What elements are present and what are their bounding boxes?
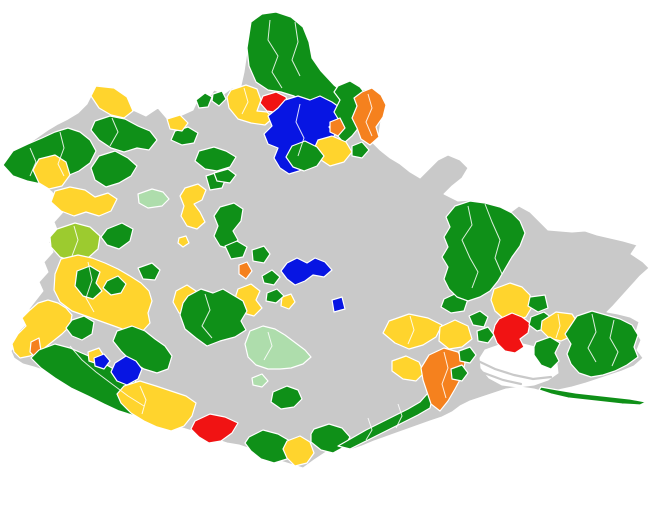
- municipal-border-4: [295, 103, 305, 157]
- region-central-green-mass: [179, 288, 248, 347]
- municipal-border-16: [555, 313, 561, 339]
- region-isthmus-yellow-1: [382, 313, 443, 350]
- region-west-yellow-tiny: [177, 235, 190, 248]
- municipal-border-15: [109, 117, 119, 147]
- region-south-palegreen-small: [251, 373, 269, 388]
- region-north-green-sliver-2: [211, 90, 227, 107]
- municipal-border-13: [29, 147, 37, 177]
- region-northwest-green-mid: [90, 150, 138, 188]
- region-mixe-green-mass: [441, 200, 526, 302]
- region-northeast-orange-small: [329, 117, 346, 137]
- municipal-border-12: [441, 351, 449, 399]
- region-center-green-bit1: [261, 269, 281, 286]
- region-northeast-orange: [351, 87, 387, 146]
- region-center-green-bit2: [265, 288, 285, 304]
- region-isthmus-yellow-2: [438, 319, 473, 350]
- municipal-border-3: [291, 21, 301, 77]
- sandbar-1: [464, 363, 523, 386]
- region-isthmus-green-3: [476, 326, 495, 344]
- region-south-yellow-coast: [282, 435, 315, 467]
- region-southwest-blue-small: [93, 353, 111, 370]
- region-north-green-sliver-1: [195, 92, 213, 109]
- region-isthmus-green-2: [468, 310, 489, 328]
- municipal-border-5: [587, 313, 597, 363]
- region-center-green-top1: [224, 240, 248, 260]
- region-northwest-green-low: [100, 222, 134, 250]
- municipal-border-7: [85, 261, 95, 313]
- municipal-border-9: [139, 385, 147, 415]
- region-south-green-isolated: [270, 385, 303, 410]
- municipal-border-22: [365, 93, 373, 137]
- region-southwest-green-in4: [65, 315, 95, 341]
- region-isthmus-green-5: [450, 364, 469, 382]
- municipal-border-10: [201, 293, 213, 339]
- region-east-green-mass: [564, 310, 639, 378]
- region-west-green-band: [194, 146, 237, 172]
- region-center-blue-small: [331, 296, 346, 313]
- municipal-border-18: [71, 225, 79, 257]
- region-isthmus-red: [492, 312, 531, 354]
- region-southwest-green-in1: [74, 265, 103, 300]
- region-southwest-green-in2: [102, 275, 127, 296]
- municipal-border-6: [609, 319, 619, 367]
- region-center-orange-tiny: [238, 261, 253, 280]
- region-west-yellow-cshape: [179, 183, 207, 230]
- region-central-palegreen: [244, 325, 312, 370]
- municipal-border-0: [461, 205, 479, 289]
- region-south-yellow-big: [116, 380, 197, 432]
- municipal-border-17: [263, 331, 273, 361]
- region-northwest-palegreen: [137, 188, 170, 209]
- region-isthmus-green-4: [458, 346, 477, 364]
- municipal-border-21: [241, 87, 249, 115]
- region-south-red-coast: [190, 413, 239, 444]
- region-lagoon-west-green: [533, 336, 561, 370]
- region-east-green-spit: [538, 386, 647, 406]
- region-center-green-top2: [251, 245, 271, 264]
- municipal-border-14: [57, 131, 65, 177]
- municipal-border-2: [267, 19, 283, 89]
- region-green-above-lagoon: [527, 294, 549, 313]
- municipal-border-19: [365, 417, 373, 441]
- region-northeast-green-sliver: [351, 141, 370, 159]
- region-southwest-green-in3: [137, 262, 161, 281]
- region-northwest-yellow-mid: [32, 154, 71, 190]
- region-southwest-green-block2: [112, 325, 173, 374]
- municipal-border-11: [407, 315, 415, 345]
- region-center-blue: [280, 257, 333, 286]
- region-northwest-yellow-low: [50, 186, 118, 217]
- municipal-border-20: [395, 403, 403, 429]
- region-northwest-green-upper: [90, 115, 158, 153]
- region-southwest-blue-big: [110, 355, 143, 386]
- region-isthmus-orange-big: [420, 347, 466, 412]
- region-isthmus-yellow-above-band: [391, 355, 425, 382]
- region-west-green-1: [170, 126, 199, 146]
- municipal-border-8: [69, 345, 145, 407]
- region-south-green-coast2: [244, 429, 296, 464]
- region-west-green-extra: [213, 168, 237, 184]
- region-west-yellow-top: [166, 114, 189, 132]
- region-green-below-blue: [285, 140, 325, 172]
- municipal-border-1: [484, 203, 503, 275]
- region-northwest-yellow-top: [90, 85, 134, 119]
- region-mixe-yellow-south: [490, 282, 533, 322]
- region-center-yellow-dab: [280, 293, 296, 310]
